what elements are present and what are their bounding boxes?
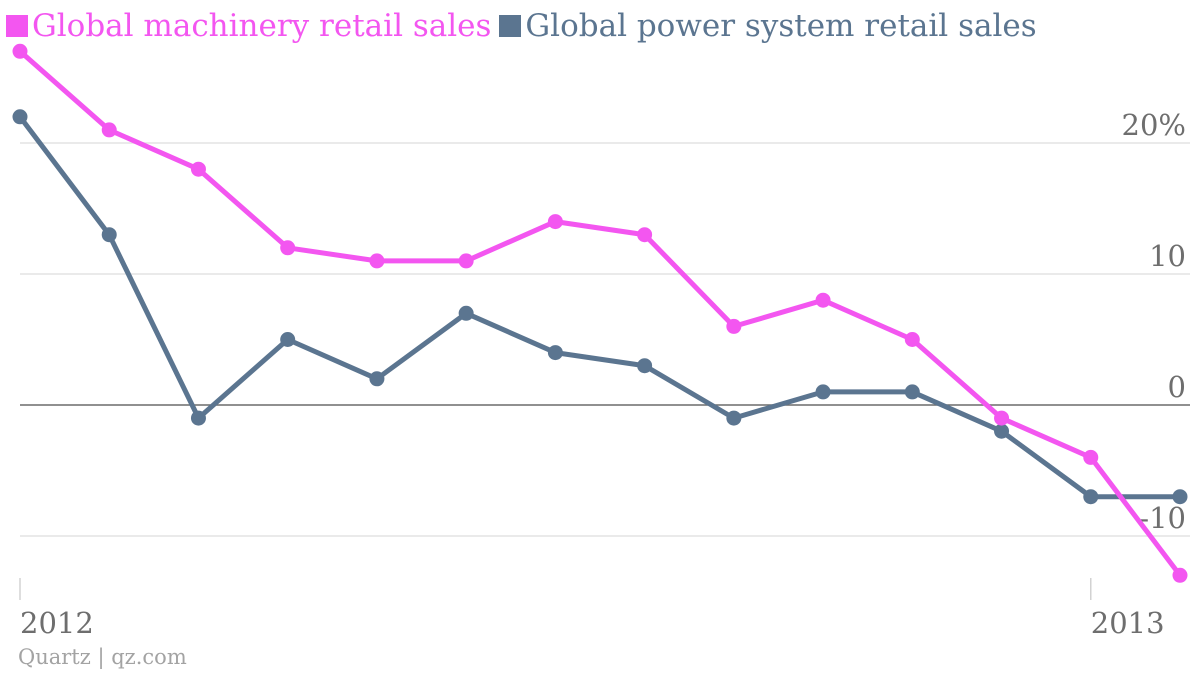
data-point-power-system-13 (1172, 489, 1188, 505)
source-credit: Quartz | qz.com (18, 645, 187, 669)
legend-item-power-system: Global power system retail sales (499, 8, 1037, 44)
data-point-machinery-12 (1083, 449, 1099, 465)
data-point-machinery-10 (904, 332, 920, 347)
data-point-power-system-1 (101, 227, 117, 243)
data-point-power-system-2 (190, 410, 206, 426)
data-point-machinery-7 (637, 227, 653, 243)
data-point-power-system-0 (12, 109, 28, 125)
y-tick-label-0: 0 (1168, 370, 1186, 404)
chart-legend: Global machinery retail sales Global pow… (6, 6, 1045, 46)
data-point-power-system-3 (280, 332, 296, 347)
data-point-power-system-11 (994, 423, 1010, 439)
legend-swatch-power-system (499, 15, 522, 37)
data-point-machinery-5 (458, 253, 474, 269)
legend-swatch-machinery (6, 15, 28, 37)
x-tick-label-2012: 2012 (20, 606, 94, 640)
data-point-power-system-8 (726, 410, 742, 426)
legend-label-power-system: Global power system retail sales (525, 8, 1037, 44)
x-tick-label-2013: 2013 (1091, 606, 1165, 640)
data-point-machinery-9 (815, 292, 831, 308)
data-point-power-system-9 (815, 384, 831, 400)
y-tick-label-10: 10 (1149, 239, 1186, 273)
legend-item-machinery: Global machinery retail sales (6, 8, 491, 44)
data-point-power-system-6 (547, 345, 563, 361)
y-tick-label-20: 20% (1122, 108, 1186, 142)
series-line-power-system (17, 114, 1183, 500)
data-point-machinery-11 (994, 410, 1010, 426)
data-point-machinery-6 (547, 214, 563, 230)
data-point-machinery-13 (1172, 567, 1188, 583)
series-line-machinery (17, 48, 1183, 578)
legend-label-machinery: Global machinery retail sales (32, 8, 492, 44)
data-point-machinery-1 (101, 122, 117, 138)
data-point-power-system-5 (458, 305, 474, 321)
data-point-power-system-10 (904, 384, 920, 400)
data-point-power-system-4 (369, 371, 385, 387)
data-point-machinery-8 (726, 318, 742, 334)
data-point-machinery-0 (12, 43, 28, 59)
data-point-power-system-7 (637, 358, 653, 374)
data-point-power-system-12 (1083, 489, 1099, 505)
data-point-machinery-4 (369, 253, 385, 269)
data-point-machinery-2 (190, 161, 206, 177)
data-point-machinery-3 (280, 240, 296, 256)
